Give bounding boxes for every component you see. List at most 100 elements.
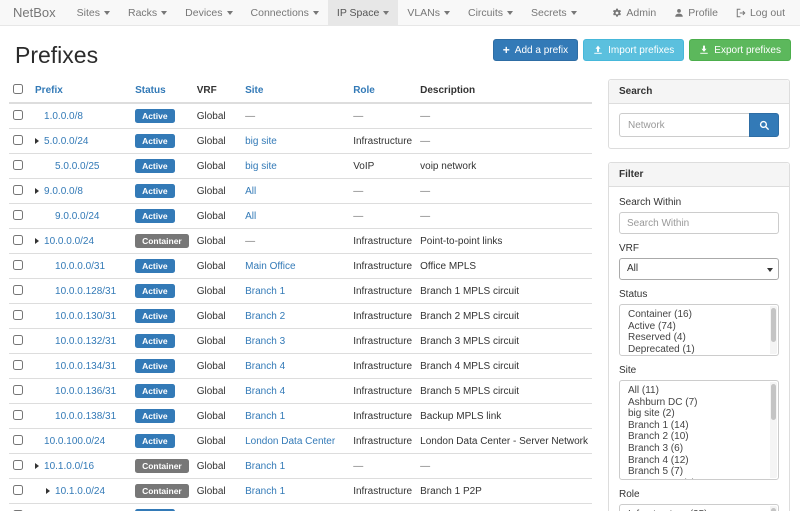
select-option[interactable]: big site (2) (628, 408, 675, 420)
site-link[interactable]: London Data Center (245, 435, 336, 447)
row-checkbox[interactable] (13, 134, 23, 145)
site-link[interactable]: Branch 3 (245, 335, 286, 347)
row-checkbox[interactable] (13, 209, 23, 220)
site-link[interactable]: Branch 1 (245, 485, 286, 497)
select-option[interactable]: Container (16) (628, 309, 692, 320)
prefix-link[interactable]: 10.0.0.130/31 (55, 310, 117, 322)
select-option[interactable]: Branch 5 (7) (628, 466, 684, 478)
column-header-status[interactable]: Status (135, 85, 166, 96)
page-title: Prefixes (15, 42, 99, 68)
row-checkbox[interactable] (13, 259, 23, 270)
prefix-link[interactable]: 10.0.0.136/31 (55, 385, 117, 397)
select-option[interactable]: Branch 2 (10) (628, 431, 689, 443)
prefix-link[interactable]: 10.0.0.134/31 (55, 360, 117, 372)
nav-item-sites[interactable]: Sites (68, 0, 119, 25)
row-checkbox[interactable] (13, 159, 23, 170)
row-checkbox[interactable] (13, 384, 23, 395)
vrf-cell: Global (196, 110, 226, 122)
scrollbar-track[interactable] (770, 382, 777, 478)
row-checkbox[interactable] (13, 509, 23, 511)
nav-item-ip-space[interactable]: IP Space (327, 0, 399, 26)
nav-item-vlans[interactable]: VLANs (398, 0, 459, 25)
status-listbox[interactable]: Container (16) Active (74) Reserved (4) Dep… (619, 304, 779, 356)
prefix-link[interactable]: 10.1.0.0/16 (44, 460, 95, 472)
column-header-site[interactable]: Site (245, 85, 264, 96)
status-badge: Active (135, 409, 175, 423)
prefix-link[interactable]: 9.0.0.0/8 (44, 185, 83, 197)
row-checkbox[interactable] (13, 409, 23, 420)
prefix-link[interactable]: 10.0.0.138/31 (55, 410, 117, 422)
row-checkbox[interactable] (13, 434, 23, 445)
row-checkbox[interactable] (13, 109, 23, 120)
site-link[interactable]: Branch 1 (245, 460, 286, 472)
prefix-link[interactable]: 10.0.0.132/31 (55, 335, 117, 347)
select-option[interactable]: Branch 3 (6) (628, 442, 684, 454)
select-option[interactable]: COLO-1-2A (3) (620, 478, 778, 479)
column-header-prefix[interactable]: Prefix (35, 85, 63, 96)
prefix-link[interactable]: 5.0.0.0/24 (44, 135, 89, 147)
site-link[interactable]: Branch 1 (245, 285, 286, 297)
site-link[interactable]: big site (245, 135, 277, 147)
row-checkbox[interactable] (13, 334, 23, 345)
site-link[interactable]: Branch 2 (245, 310, 286, 322)
prefix-link[interactable]: 10.0.0.0/24 (44, 235, 95, 247)
nav-item-connections[interactable]: Connections (242, 0, 328, 25)
prefix-link[interactable]: 10.1.0.0/24 (55, 485, 106, 497)
prefix-link[interactable]: 9.0.0.0/24 (55, 210, 100, 222)
scrollbar-track[interactable] (770, 506, 777, 511)
row-checkbox[interactable] (13, 309, 23, 320)
select-option[interactable]: Reserved (4) (628, 332, 686, 344)
export-prefixes-button[interactable]: Export prefixes (689, 39, 791, 61)
row-checkbox[interactable] (13, 459, 23, 470)
column-header-role[interactable]: Role (353, 85, 375, 96)
site-link[interactable]: All (245, 185, 257, 197)
add-prefix-button[interactable]: + Add a prefix (492, 39, 579, 61)
site-listbox[interactable]: All (11) Ashburn DC (7) big site (2) Branch… (619, 380, 779, 480)
select-option[interactable]: Branch 4 (12) (628, 454, 689, 466)
row-checkbox[interactable] (13, 184, 23, 195)
row-checkbox[interactable] (13, 234, 23, 245)
scrollbar-thumb[interactable] (771, 308, 776, 342)
vrf-select[interactable]: All (619, 258, 779, 280)
nav-profile[interactable]: Profile (665, 0, 727, 25)
nav-item-racks[interactable]: Racks (119, 0, 176, 25)
prefix-link[interactable]: 1.0.0.0/8 (44, 110, 83, 122)
scrollbar-thumb[interactable] (771, 508, 776, 511)
import-prefixes-button[interactable]: Import prefixes (583, 39, 685, 61)
select-option[interactable]: Deprecated (1) (628, 343, 695, 355)
row-checkbox[interactable] (13, 359, 23, 370)
nav-logout[interactable]: Log out (727, 0, 794, 25)
search-input[interactable] (619, 113, 749, 137)
nav-item-secrets[interactable]: Secrets (522, 0, 586, 25)
nav-item-devices[interactable]: Devices (176, 0, 241, 25)
vrf-cell: Global (192, 128, 242, 154)
row-checkbox[interactable] (13, 484, 23, 495)
row-checkbox[interactable] (13, 284, 23, 295)
app-brand[interactable]: NetBox (13, 5, 56, 20)
chevron-down-icon (570, 11, 577, 15)
select-option[interactable]: Active (74) (628, 320, 676, 332)
role-listbox[interactable]: Infrastructure (25)Management (8)Private… (619, 504, 779, 511)
prefix-link[interactable]: 10.0.0.128/31 (55, 285, 117, 297)
select-option[interactable]: All (11) (628, 385, 659, 396)
nav-item-circuits[interactable]: Circuits (459, 0, 522, 25)
role-cell: Infrastructure (349, 128, 417, 154)
site-link[interactable]: Branch 4 (245, 385, 286, 397)
select-option[interactable]: Ashburn DC (7) (628, 396, 698, 408)
site-link[interactable]: Branch 1 (245, 410, 286, 422)
site-link[interactable]: big site (245, 160, 277, 172)
search-within-input[interactable] (619, 212, 779, 234)
search-button[interactable] (749, 113, 779, 137)
site-link[interactable]: Branch 4 (245, 360, 286, 372)
scrollbar-thumb[interactable] (771, 384, 776, 420)
site-link[interactable]: Main Office (245, 260, 296, 272)
nav-admin[interactable]: Admin (603, 0, 665, 25)
site-link[interactable]: All (245, 210, 257, 222)
scrollbar-track[interactable] (770, 306, 777, 354)
select-all-checkbox[interactable] (13, 84, 23, 94)
prefix-link[interactable]: 10.0.0.0/31 (55, 260, 106, 272)
select-option[interactable]: Infrastructure (25) (620, 509, 778, 511)
prefix-link[interactable]: 5.0.0.0/25 (55, 160, 100, 172)
select-option[interactable]: Branch 1 (14) (628, 419, 689, 431)
prefix-link[interactable]: 10.0.100.0/24 (44, 435, 106, 447)
